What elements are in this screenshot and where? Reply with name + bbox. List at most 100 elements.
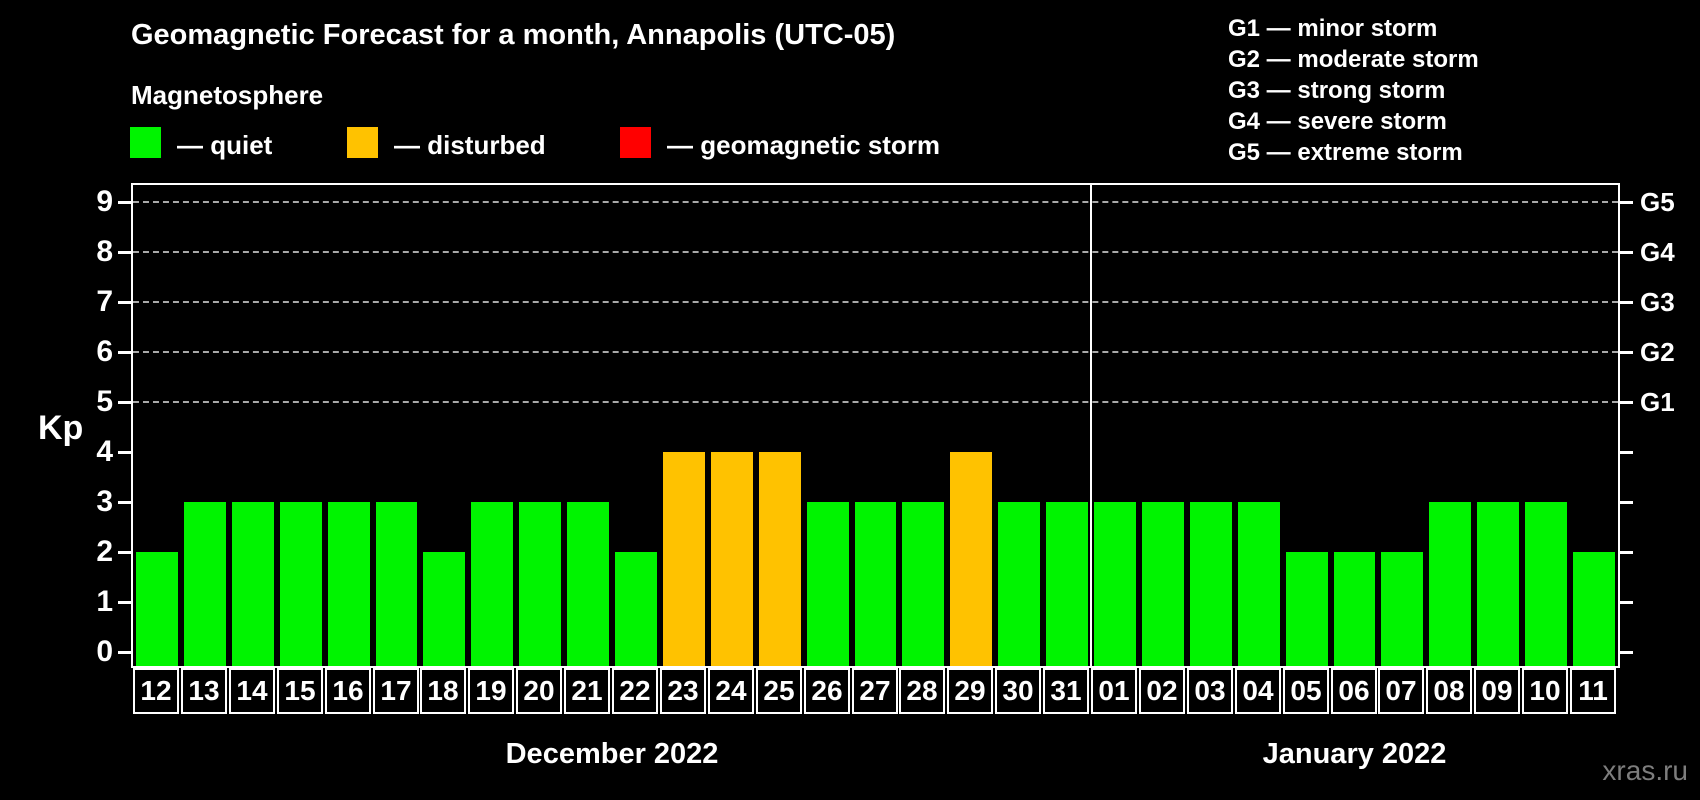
bar-day-07 <box>1381 552 1424 666</box>
bar-day-06 <box>1333 552 1376 666</box>
y-tick-label-3: 3 <box>96 485 113 518</box>
y-tick-left-1 <box>118 601 131 604</box>
day-label-22: 22 <box>612 668 658 714</box>
day-label-05: 05 <box>1283 668 1329 714</box>
bar-day-23 <box>662 452 705 666</box>
bar-day-30 <box>998 502 1041 666</box>
bar-day-02 <box>1141 502 1184 666</box>
day-label-26: 26 <box>804 668 850 714</box>
day-label-27: 27 <box>852 668 898 714</box>
y-tick-left-4 <box>118 451 131 454</box>
y-tick-label-6: 6 <box>96 335 113 368</box>
day-label-07: 07 <box>1378 668 1424 714</box>
y-tick-right-1 <box>1620 601 1633 604</box>
month-divider-line <box>1090 185 1093 666</box>
gridline-kp5 <box>133 401 1618 403</box>
day-label-29: 29 <box>947 668 993 714</box>
day-label-08: 08 <box>1426 668 1472 714</box>
bar-day-08 <box>1429 502 1472 666</box>
day-label-21: 21 <box>564 668 610 714</box>
day-label-17: 17 <box>373 668 419 714</box>
bar-day-31 <box>1046 502 1089 666</box>
bar-day-21 <box>567 502 610 666</box>
day-label-13: 13 <box>181 668 227 714</box>
g-legend-line-5: G5 — extreme storm <box>1228 139 1463 166</box>
watermark: xras.ru <box>1602 755 1688 786</box>
disturbed-color-swatch <box>347 127 378 158</box>
y-tick-label-9: 9 <box>96 185 113 218</box>
y-tick-left-2 <box>118 551 131 554</box>
y-tick-right-7 <box>1620 301 1633 304</box>
legend-title: Magnetosphere <box>131 80 324 110</box>
day-label-06: 06 <box>1331 668 1377 714</box>
bar-day-22 <box>615 552 657 666</box>
y-tick-label-7: 7 <box>96 285 113 318</box>
bar-day-10 <box>1525 502 1568 666</box>
gridline-kp7 <box>133 301 1618 303</box>
day-label-16: 16 <box>325 668 371 714</box>
y-tick-right-5 <box>1620 401 1633 404</box>
legend-label-disturbed: — disturbed <box>394 130 546 160</box>
g-axis-label-G5: G5 <box>1640 187 1675 217</box>
g-legend-line-1: G1 — minor storm <box>1228 15 1438 42</box>
day-label-25: 25 <box>756 668 802 714</box>
g-axis-label-G3: G3 <box>1640 287 1675 317</box>
y-tick-label-5: 5 <box>96 385 113 418</box>
chart-title: Geomagnetic Forecast for a month, Annapo… <box>131 19 896 51</box>
day-label-28: 28 <box>899 668 945 714</box>
bar-day-13 <box>183 502 226 666</box>
day-label-20: 20 <box>516 668 562 714</box>
day-label-19: 19 <box>468 668 514 714</box>
y-tick-label-8: 8 <box>96 235 113 268</box>
g-axis-label-G1: G1 <box>1640 387 1675 417</box>
day-label-12: 12 <box>133 668 179 714</box>
bar-day-09 <box>1477 502 1520 666</box>
day-label-14: 14 <box>229 668 275 714</box>
bar-day-18 <box>423 552 466 666</box>
y-tick-right-2 <box>1620 551 1633 554</box>
bar-day-14 <box>231 502 274 666</box>
day-label-09: 09 <box>1474 668 1520 714</box>
bar-day-19 <box>471 502 514 666</box>
bar-day-27 <box>854 502 897 666</box>
legend-label-storm: — geomagnetic storm <box>667 130 941 160</box>
storm-color-swatch <box>620 127 651 158</box>
y-tick-right-3 <box>1620 501 1633 504</box>
y-tick-label-0: 0 <box>96 635 113 668</box>
y-tick-left-7 <box>118 301 131 304</box>
day-label-02: 02 <box>1139 668 1185 714</box>
y-tick-right-9 <box>1620 201 1633 204</box>
gridline-kp8 <box>133 251 1618 253</box>
day-label-15: 15 <box>277 668 323 714</box>
y-tick-right-4 <box>1620 451 1633 454</box>
g-legend-line-2: G2 — moderate storm <box>1228 46 1479 73</box>
g-axis-label-G4: G4 <box>1640 237 1675 267</box>
day-label-04: 04 <box>1235 668 1281 714</box>
y-tick-left-5 <box>118 401 131 404</box>
month-label-right: January 2022 <box>1262 738 1447 770</box>
legend-label-quiet: — quiet <box>177 130 273 160</box>
day-label-24: 24 <box>708 668 754 714</box>
y-tick-label-4: 4 <box>96 435 113 468</box>
plot-area <box>131 183 1620 668</box>
y-tick-left-6 <box>118 351 131 354</box>
bar-day-28 <box>902 502 945 666</box>
bar-day-12 <box>136 552 178 666</box>
day-label-18: 18 <box>420 668 466 714</box>
g-legend-line-3: G3 — strong storm <box>1228 77 1446 104</box>
day-label-23: 23 <box>660 668 706 714</box>
month-label-left: December 2022 <box>505 738 719 770</box>
day-label-01: 01 <box>1091 668 1137 714</box>
y-tick-left-0 <box>118 651 131 654</box>
bar-day-11 <box>1573 552 1615 666</box>
bar-day-03 <box>1189 502 1232 666</box>
y-axis-title: Kp <box>38 409 84 447</box>
day-label-10: 10 <box>1522 668 1568 714</box>
y-tick-right-6 <box>1620 351 1633 354</box>
y-tick-left-3 <box>118 501 131 504</box>
bar-day-24 <box>710 452 753 666</box>
y-tick-label-2: 2 <box>96 535 113 568</box>
g-axis-label-G2: G2 <box>1640 337 1675 367</box>
g-legend-line-4: G4 — severe storm <box>1228 108 1447 135</box>
y-tick-right-0 <box>1620 651 1633 654</box>
